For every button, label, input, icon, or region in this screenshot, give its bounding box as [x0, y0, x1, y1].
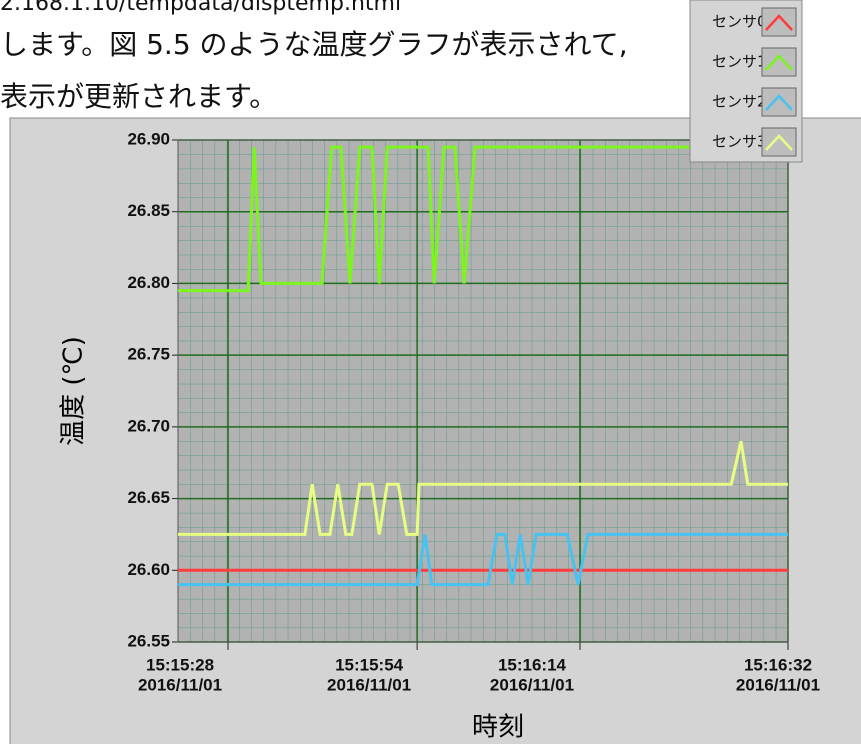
- series-line: [178, 532, 788, 587]
- y-tick-label: 26.90: [127, 129, 170, 148]
- doc-line: 2.168.1.10/tempdata/disptemp.html: [0, 0, 401, 16]
- legend-icon: [765, 134, 793, 151]
- legend-swatch: [761, 127, 797, 157]
- y-tick-label: 26.65: [127, 488, 170, 507]
- doc-line: 表示が更新されます。: [0, 80, 277, 113]
- legend-swatch: [761, 7, 797, 37]
- y-tick-label: 26.75: [127, 345, 170, 364]
- legend: センサ0 センサ1 センサ2 センサ3: [689, 0, 803, 163]
- y-axis-label: 温度 (℃): [59, 336, 89, 446]
- x-tick-label: 15:16:14: [498, 655, 567, 674]
- y-tick-label: 26.70: [127, 416, 170, 435]
- series-line: [178, 145, 788, 293]
- x-tick-label: 2016/11/01: [736, 675, 820, 694]
- x-tick-label: 15:15:28: [146, 655, 214, 674]
- legend-icon: [765, 54, 793, 71]
- series-line: [178, 440, 788, 536]
- y-tick-label: 26.60: [127, 560, 170, 579]
- legend-label: センサ3: [712, 133, 767, 151]
- legend-label: センサ1: [712, 53, 767, 71]
- x-tick-label: 2016/11/01: [490, 675, 574, 694]
- x-tick-label: 15:15:54: [335, 655, 404, 674]
- legend-swatch: [761, 87, 797, 117]
- plot: 26.55 26.60 26.65 26.70 26.75 26.80 26.85 26.90…: [127, 129, 820, 694]
- x-tick-label: 2016/11/01: [327, 675, 411, 694]
- legend-label: センサ0: [712, 13, 767, 31]
- y-tick-label: 26.85: [127, 201, 170, 220]
- x-tick-label: 15:16:32: [744, 655, 812, 674]
- minor-grid: [178, 140, 788, 642]
- legend-icon: [765, 94, 793, 111]
- legend-swatch: [761, 47, 797, 77]
- y-tick-label: 26.80: [127, 273, 170, 292]
- plot-frame: [177, 139, 789, 643]
- legend-label: センサ2: [712, 93, 767, 111]
- x-axis-label: 時刻: [472, 713, 524, 743]
- y-tick-label: 26.55: [127, 631, 170, 650]
- legend-icon: [765, 14, 793, 31]
- x-tick-label: 2016/11/01: [138, 675, 222, 694]
- doc-line: します。図 5.5 のような温度グラフが表示されて,: [0, 28, 628, 61]
